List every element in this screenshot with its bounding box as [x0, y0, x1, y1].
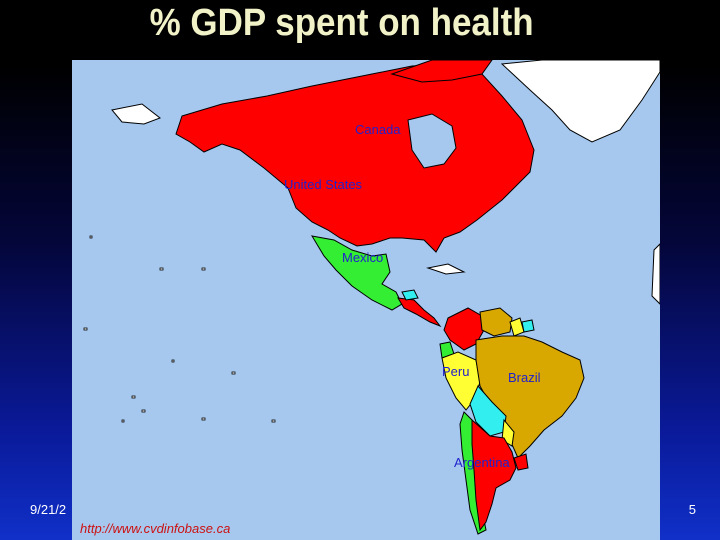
guiana-cyan — [521, 319, 535, 333]
slide-title: % GDP spent on health — [149, 2, 534, 44]
caribbean-island — [401, 289, 419, 301]
cuba-island — [426, 263, 466, 275]
argentina-region — [471, 418, 517, 532]
americas-map — [83, 60, 660, 535]
label-brazil: Brazil — [508, 370, 541, 385]
label-argentina: Argentina — [454, 455, 510, 470]
label-mexico: Mexico — [342, 250, 384, 265]
bolivia-region — [469, 385, 507, 437]
venezuela-region — [479, 307, 513, 337]
alaska-region — [111, 103, 162, 125]
slide-date: 9/21/2 — [30, 502, 67, 517]
uruguay-region — [513, 453, 529, 471]
pacific-islands — [83, 235, 276, 423]
guianas-region — [509, 317, 525, 337]
health-spending-map: Canada United States Mexico Peru Brazil … — [72, 60, 660, 540]
arctic-islands-region — [390, 60, 493, 83]
central-america-region — [397, 297, 442, 328]
source-url-link[interactable]: http://www.cvdinfobase.ca — [80, 521, 231, 536]
page-number: 5 — [688, 502, 696, 517]
africa-edge — [651, 243, 660, 305]
north-america-region — [175, 63, 535, 253]
greenland-region — [500, 60, 660, 143]
mexico-region — [311, 235, 403, 311]
label-peru: Peru — [442, 364, 470, 379]
hudson-bay — [407, 113, 457, 169]
label-canada: Canada — [355, 122, 401, 137]
label-united-states: United States — [284, 177, 363, 192]
